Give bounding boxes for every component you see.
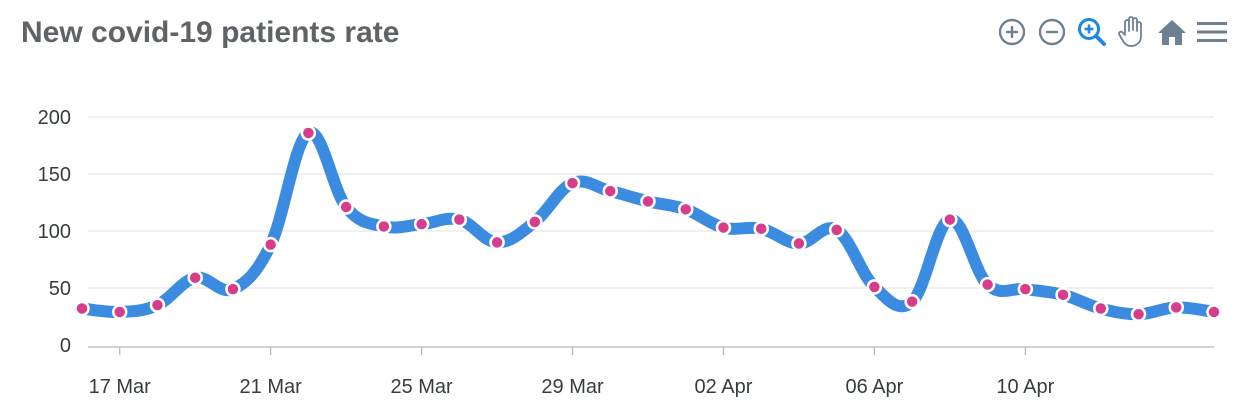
selection-zoom-button[interactable]	[1076, 14, 1108, 50]
chart-menu-button[interactable]	[1196, 14, 1228, 50]
data-point-marker[interactable]	[828, 222, 845, 238]
data-point-marker[interactable]	[1055, 287, 1071, 303]
data-point-marker[interactable]	[187, 269, 203, 286]
pan-hand-icon	[1118, 16, 1142, 47]
series-line	[76, 126, 1220, 321]
x-tick-label: 25 Mar	[390, 376, 453, 398]
data-point-marker[interactable]	[564, 175, 581, 191]
data-point-marker[interactable]	[489, 234, 505, 251]
data-point-marker[interactable]	[1017, 281, 1034, 297]
chart-toolbar	[996, 14, 1228, 50]
x-tick-label: 21 Mar	[240, 376, 303, 398]
zoom-in-button[interactable]	[996, 14, 1028, 50]
data-point-marker[interactable]	[602, 183, 619, 199]
x-tick-label: 17 Mar	[89, 376, 152, 398]
menu-icon	[1197, 22, 1227, 42]
x-axis: 17 Mar 21 Mar 25 Mar 29 Mar 02 Apr 06 Apr 10 A…	[88, 346, 1214, 398]
data-point-marker[interactable]	[942, 211, 958, 228]
y-axis-labels: 0 50 100 150 200	[38, 107, 71, 357]
selection-zoom-icon	[1078, 18, 1106, 46]
data-point-marker[interactable]	[1093, 300, 1109, 317]
zoom-out-icon	[1038, 18, 1066, 46]
x-tick-label: 06 Apr	[845, 376, 903, 398]
data-point-marker[interactable]	[111, 304, 128, 320]
data-point-marker[interactable]	[677, 201, 694, 218]
zoom-out-button[interactable]	[1036, 14, 1068, 50]
series-line-path	[76, 126, 1220, 321]
data-markers	[74, 125, 1222, 322]
chart-title: New covid-19 patients rate	[21, 16, 400, 49]
data-point-marker[interactable]	[262, 236, 279, 253]
y-tick-label: 100	[38, 221, 71, 243]
data-point-marker[interactable]	[300, 125, 317, 141]
data-point-marker[interactable]	[866, 279, 883, 295]
data-point-marker[interactable]	[1168, 299, 1185, 316]
reset-zoom-button[interactable]	[1156, 14, 1188, 50]
data-point-marker[interactable]	[753, 220, 769, 237]
pan-button[interactable]	[1116, 14, 1148, 50]
data-point-marker[interactable]	[715, 219, 732, 236]
data-point-marker[interactable]	[979, 276, 996, 293]
y-tick-label: 200	[38, 107, 71, 129]
y-tick-label: 150	[38, 164, 71, 186]
data-point-marker[interactable]	[527, 214, 543, 230]
data-point-marker[interactable]	[451, 211, 468, 228]
x-tick-label: 29 Mar	[541, 376, 604, 398]
x-tick-label: 10 Apr	[996, 376, 1054, 398]
data-point-marker[interactable]	[1206, 304, 1222, 320]
data-point-marker[interactable]	[338, 199, 354, 215]
data-point-marker[interactable]	[225, 281, 241, 297]
data-point-marker[interactable]	[1130, 306, 1147, 322]
data-point-marker[interactable]	[413, 216, 430, 232]
data-point-marker[interactable]	[376, 218, 392, 235]
data-point-marker[interactable]	[640, 193, 656, 210]
zoom-in-icon	[998, 18, 1026, 46]
data-point-marker[interactable]	[904, 293, 920, 310]
data-point-marker[interactable]	[791, 235, 807, 252]
data-point-marker[interactable]	[74, 300, 90, 317]
x-tick-label: 02 Apr	[695, 376, 753, 398]
y-tick-label: 0	[60, 335, 71, 357]
y-tick-label: 50	[49, 278, 71, 300]
home-reset-icon	[1158, 20, 1186, 45]
data-point-marker[interactable]	[149, 297, 166, 313]
